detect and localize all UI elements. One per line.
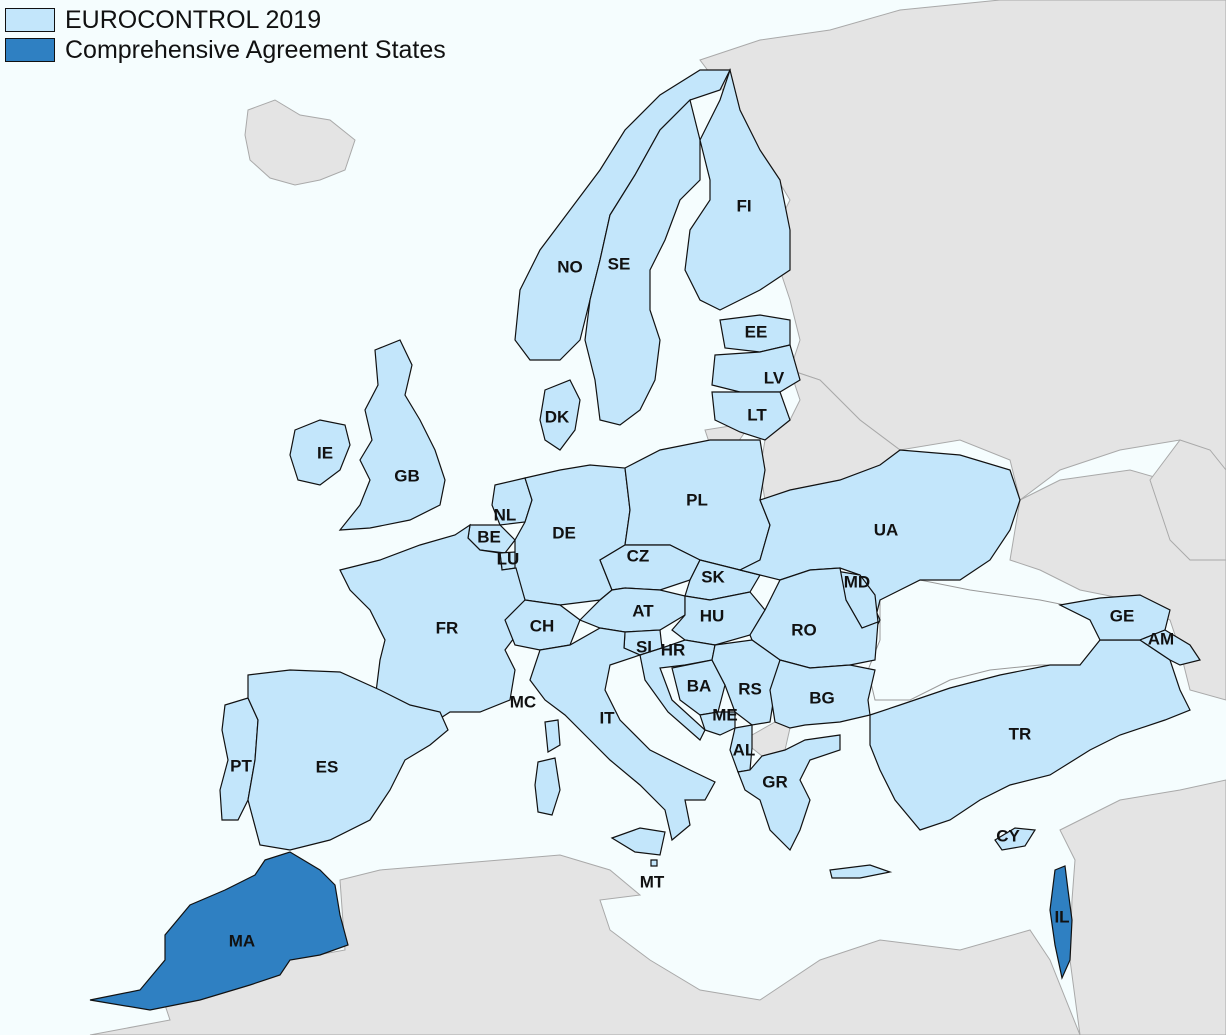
label-LV: LV [764,368,785,387]
label-FI: FI [736,196,751,215]
label-SE: SE [608,254,631,273]
label-AT: AT [632,601,654,620]
land-caspian-shore [1149,439,1226,561]
label-EE: EE [745,322,768,341]
label-CY: CY [996,826,1020,845]
label-AM: AM [1148,629,1174,648]
legend-item-eurocontrol: EUROCONTROL 2019 [5,5,446,35]
label-IL: IL [1054,907,1069,926]
label-GE: GE [1110,606,1135,625]
label-NL: NL [494,505,517,524]
country-switzerland [504,599,581,651]
label-IT: IT [599,708,615,727]
label-BA: BA [687,676,712,695]
label-SK: SK [701,567,725,586]
legend-swatch-comprehensive [5,38,55,62]
country-greece [737,734,841,852]
island-malta [650,859,658,867]
country-ireland [289,419,351,486]
legend-label-eurocontrol: EUROCONTROL 2019 [65,5,322,34]
label-DK: DK [545,407,570,426]
country-morocco [89,851,349,1011]
label-PL: PL [686,490,708,509]
label-RO: RO [791,620,817,639]
label-BG: BG [809,688,835,707]
island-corsica [544,719,561,753]
island-sicily [610,827,666,856]
label-SI: SI [636,637,652,656]
legend-item-comprehensive: Comprehensive Agreement States [5,35,446,65]
country-denmark [539,379,581,451]
label-IE: IE [317,443,333,462]
country-turkey [869,639,1191,831]
label-MD: MD [844,572,870,591]
island-cyprus [994,827,1037,851]
label-DE: DE [552,523,576,542]
land-middle-east [1059,779,1226,1035]
country-israel [1049,865,1073,980]
country-hungary [671,591,766,646]
label-LT: LT [747,405,767,424]
label-MA: MA [229,931,255,950]
label-HR: HR [661,640,686,659]
land-svalbard-islands [244,99,356,186]
label-HU: HU [700,606,725,625]
label-UA: UA [874,520,899,539]
label-CZ: CZ [627,546,650,565]
country-latvia [711,344,801,393]
label-LU: LU [497,549,520,568]
label-ES: ES [316,757,339,776]
label-MC: MC [510,692,536,711]
country-bulgaria [769,659,876,729]
country-france [339,523,526,726]
label-TR: TR [1009,724,1032,743]
map-legend: EUROCONTROL 2019 Comprehensive Agreement… [5,5,446,65]
country-italy [529,627,716,842]
label-AL: AL [733,740,756,759]
label-RS: RS [738,679,762,698]
label-NO: NO [557,257,583,276]
country-finland [684,67,791,311]
label-BE: BE [477,527,501,546]
legend-swatch-eurocontrol [5,8,55,32]
country-great-britain [338,339,446,531]
country-serbia [711,639,781,726]
island-sardinia [534,757,561,816]
label-CH: CH [530,616,555,635]
legend-label-comprehensive: Comprehensive Agreement States [65,35,446,64]
label-ME: ME [712,705,738,724]
label-PT: PT [230,756,252,775]
country-sweden [584,98,701,426]
country-ukraine [738,449,1021,641]
label-GB: GB [394,466,420,485]
label-MT: MT [640,872,665,891]
country-lithuania [711,391,791,441]
country-spain [247,669,449,851]
country-armenia [1138,629,1201,666]
label-FR: FR [436,618,459,637]
label-GR: GR [762,772,788,791]
island-crete [829,864,893,879]
